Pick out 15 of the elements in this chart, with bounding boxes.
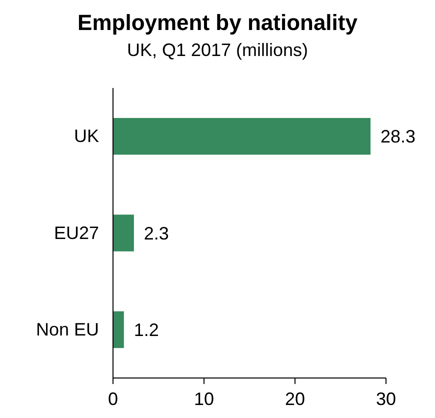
x-tick-label: 10 (194, 389, 214, 409)
chart-title: Employment by nationality (78, 10, 358, 35)
bar (113, 311, 124, 348)
y-tick-label: EU27 (54, 222, 99, 243)
data-label: 28.3 (380, 126, 416, 147)
data-label: 1.2 (134, 320, 159, 340)
x-tick-label: 30 (376, 389, 396, 409)
x-tick-label: 20 (284, 389, 306, 409)
x-tick-label: 0 (108, 389, 118, 409)
bar (113, 214, 134, 252)
y-tick-label: UK (74, 126, 99, 146)
y-tick-label: Non EU (36, 319, 99, 340)
chart-subtitle: UK, Q1 2017 (millions) (126, 40, 308, 60)
data-label: 2.3 (144, 223, 169, 244)
bar (113, 118, 371, 155)
